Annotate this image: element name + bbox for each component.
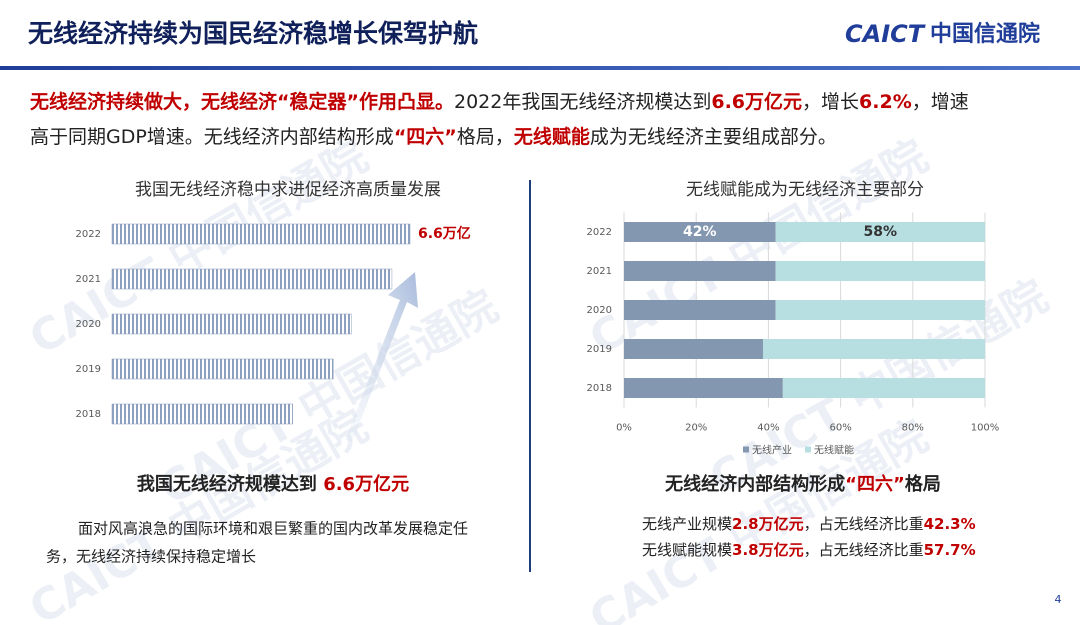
text-segment: 无线经济持续做大，无线经济“稳定器”作用凸显。: [30, 90, 454, 113]
data-label: 42%: [683, 224, 717, 240]
text-segment: ，占无线经济比重: [804, 541, 924, 559]
panel-body: 面对风高浪急的国际环境和艰巨繁重的国内改革发展稳定任: [78, 520, 468, 538]
panel-caption: 我国无线经济规模达到 6.6万亿元: [137, 473, 409, 495]
text-segment: “四六”: [394, 125, 457, 148]
text-segment: 42.3%: [924, 515, 976, 533]
x-tick-label: 100%: [971, 423, 1000, 434]
text-segment: ，增长: [802, 91, 859, 113]
growth-arrow: [345, 272, 418, 442]
text-segment: 成为无线经济主要组成部分。: [590, 126, 837, 148]
text-segment: 2.8万亿元: [732, 515, 804, 533]
y-tick-label: 2018: [76, 409, 101, 420]
text-segment: 高于同期GDP增速。无线经济内部结构形成: [30, 126, 394, 148]
y-tick-label: 2019: [76, 364, 101, 375]
logo-name: 中国信通院: [930, 21, 1040, 47]
legend-label: 无线产业: [752, 444, 792, 457]
logo-mark: CAICT: [845, 20, 926, 48]
header-rule: [0, 66, 1080, 70]
data-label: 58%: [864, 224, 898, 240]
bar: [111, 223, 411, 245]
page-title: 无线经济持续为国民经济稳增长保驾护航: [28, 19, 478, 48]
bar-segment: [775, 222, 985, 242]
text-segment: 无线经济内部结构形成: [665, 473, 845, 495]
bar-segment: [624, 261, 776, 281]
x-tick-label: 80%: [902, 423, 924, 434]
y-tick-label: 2018: [587, 383, 612, 394]
bar: [111, 358, 334, 380]
legend-swatch: [743, 446, 749, 453]
text-segment: 57.7%: [924, 541, 976, 559]
x-tick-label: 60%: [829, 423, 851, 434]
text-segment: 6.2%: [859, 91, 912, 113]
intro-line: 高于同期GDP增速。无线经济内部结构形成“四六”格局，无线赋能成为无线经济主要组…: [30, 125, 837, 148]
text-segment: 我国无线经济规模达到: [137, 473, 323, 495]
bar-segment: [624, 300, 776, 320]
y-tick-label: 2021: [76, 274, 101, 285]
panel-caption: 无线经济内部结构形成“四六”格局: [665, 473, 941, 495]
bar-segment: [624, 222, 776, 242]
panel-body: 务，无线经济持续保持稳定增长: [46, 548, 256, 566]
text-segment: 无线产业规模: [642, 515, 732, 533]
y-tick-label: 2020: [76, 319, 101, 330]
data-label: 6.6万亿: [418, 225, 471, 242]
text-segment: 3.8万亿元: [732, 541, 804, 559]
chart-title: 无线赋能成为无线经济主要部分: [686, 180, 924, 200]
text-segment: 6.6万亿元: [711, 90, 802, 113]
text-segment: ，增速: [912, 91, 969, 113]
legend-label: 无线赋能: [814, 444, 854, 457]
bar-segment: [762, 339, 985, 359]
y-tick-label: 2019: [587, 344, 612, 355]
bar: [111, 313, 352, 335]
text-segment: ，占无线经济比重: [804, 515, 924, 533]
text-segment: 2022年我国无线经济规模达到: [454, 91, 711, 113]
text-segment: 6.6万亿元: [323, 473, 409, 495]
bar-segment: [775, 261, 985, 281]
panel-line: 无线产业规模2.8万亿元，占无线经济比重42.3%: [642, 515, 976, 533]
y-tick-label: 2021: [587, 266, 612, 277]
text-segment: 格局，: [457, 126, 514, 148]
x-tick-label: 40%: [757, 423, 779, 434]
y-tick-label: 2020: [587, 305, 612, 316]
text-segment: 格局: [905, 473, 941, 495]
bar-segment: [782, 378, 985, 398]
bar-segment: [775, 300, 985, 320]
page-number: 4: [1055, 593, 1062, 606]
bar: [111, 268, 393, 290]
panel-line: 无线赋能规模3.8万亿元，占无线经济比重57.7%: [642, 541, 976, 559]
text-segment: 无线赋能规模: [642, 541, 732, 559]
y-tick-label: 2022: [76, 229, 101, 240]
bar-segment: [624, 339, 763, 359]
legend-swatch: [805, 446, 811, 453]
y-tick-label: 2022: [587, 227, 612, 238]
bar-segment: [624, 378, 783, 398]
chart-title: 我国无线经济稳中求进促经济高质量发展: [135, 180, 441, 200]
text-segment: “四六”: [845, 473, 905, 495]
x-tick-label: 20%: [685, 423, 707, 434]
intro-line: 无线经济持续做大，无线经济“稳定器”作用凸显。2022年我国无线经济规模达到6.…: [30, 90, 969, 113]
x-tick-label: 0%: [616, 423, 632, 434]
text-segment: 无线赋能: [514, 125, 590, 148]
bar: [111, 403, 293, 425]
